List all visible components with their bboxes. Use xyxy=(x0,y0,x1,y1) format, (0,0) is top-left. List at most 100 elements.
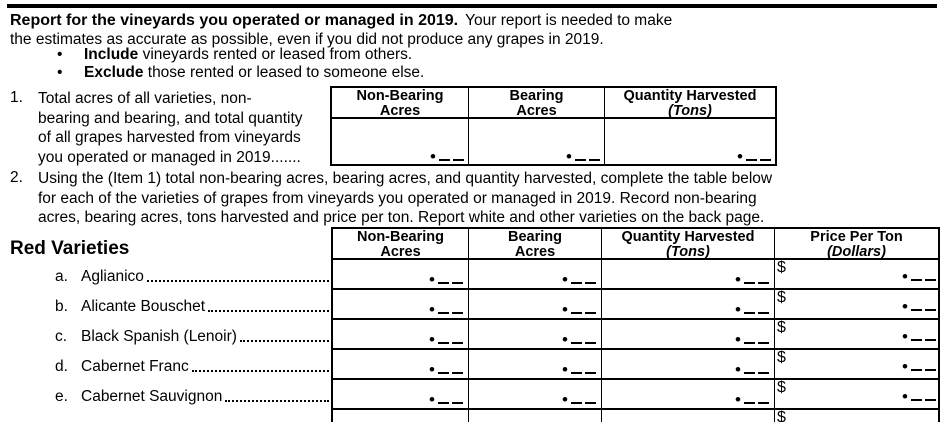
cabernet-franc-quantity-input[interactable]: • xyxy=(602,350,775,378)
cabernet-sauvignon-nonbearing-input[interactable]: • xyxy=(333,380,469,408)
item1-header-bearing-acres: Bearing Acres xyxy=(469,88,605,119)
variety-label-aglianico: a. Aglianico xyxy=(55,258,330,288)
dollar-sign: $ xyxy=(777,409,786,422)
dotted-leader xyxy=(208,310,329,312)
bullet-icon: • xyxy=(57,46,63,63)
dotted-leader xyxy=(239,340,329,342)
item1-table-header-row: Non-Bearing Acres Bearing Acres Quantity H… xyxy=(332,88,775,119)
item1-table-data-row: • • • xyxy=(332,119,775,166)
row-f-price-input[interactable]: $ • xyxy=(775,409,938,422)
alicante-bouschet-quantity-input[interactable]: • xyxy=(602,290,775,318)
red-header-bearing-acres: Bearing Acres xyxy=(469,229,602,260)
aglianico-nonbearing-input[interactable]: • xyxy=(333,260,469,288)
red-header-nonbearing-acres: Non-Bearing Acres xyxy=(333,229,469,260)
intro-lead-rest: Your report is needed to make xyxy=(465,12,673,29)
item1-question-text: Total acres of all varieties, non- beari… xyxy=(38,90,303,166)
decimal-point-marker: • xyxy=(735,331,769,348)
row-cabernet-sauvignon: • • • $ • xyxy=(333,379,938,410)
decimal-point-marker: • xyxy=(735,361,769,378)
cabernet-sauvignon-price-input[interactable]: $ • xyxy=(775,379,938,408)
cabernet-franc-nonbearing-input[interactable]: • xyxy=(333,350,469,378)
dotted-leader xyxy=(191,370,329,372)
decimal-point-marker: • xyxy=(429,271,463,288)
item1-nonbearing-acres-input[interactable]: • xyxy=(332,119,469,166)
decimal-point-marker: • xyxy=(735,391,769,408)
dotted-leader xyxy=(225,400,329,402)
black-spanish-quantity-input[interactable]: • xyxy=(602,320,775,348)
cabernet-sauvignon-bearing-input[interactable]: • xyxy=(469,380,602,408)
intro-bullet-list: • Include vineyards rented or leased fro… xyxy=(57,46,424,81)
intro-line-1: Report for the vineyards you operated or… xyxy=(10,11,672,30)
decimal-point-marker: • xyxy=(429,391,463,408)
dollar-sign: $ xyxy=(777,289,786,306)
row-cabernet-franc: • • • $ • xyxy=(333,349,938,380)
row-f-nonbearing-input[interactable]: • xyxy=(333,410,469,422)
decimal-point-marker: • xyxy=(429,361,463,378)
intro-line-2: the estimates as accurate as possible, e… xyxy=(10,31,604,48)
decimal-point-marker: • xyxy=(562,301,596,318)
alicante-bouschet-nonbearing-input[interactable]: • xyxy=(333,290,469,318)
item1-quantity-harvested-input[interactable]: • xyxy=(605,119,775,166)
decimal-point-marker: • xyxy=(735,271,769,288)
top-rule xyxy=(7,4,937,8)
item1-header-nonbearing-acres: Non-Bearing Acres xyxy=(332,88,469,119)
intro-heading: Report for the vineyards you operated or… xyxy=(10,11,672,49)
decimal-point-marker: • xyxy=(429,331,463,348)
decimal-point-marker: • xyxy=(566,148,600,165)
variety-label-row-f: f. Carignane xyxy=(55,414,330,422)
variety-label-cabernet-sauvignon: e. Cabernet Sauvignon xyxy=(55,378,330,408)
decimal-point-marker: • xyxy=(562,271,596,288)
exclude-bullet-item: • Exclude those rented or leased to some… xyxy=(57,64,424,82)
aglianico-quantity-input[interactable]: • xyxy=(602,260,775,288)
black-spanish-bearing-input[interactable]: • xyxy=(469,320,602,348)
red-varieties-table: Non-Bearing Acres Bearing Acres Quantity H… xyxy=(331,227,940,422)
variety-label-cabernet-franc: d. Cabernet Franc xyxy=(55,348,330,378)
row-f-quantity-input[interactable]: • xyxy=(602,410,775,422)
decimal-point-marker: • xyxy=(902,358,936,375)
cabernet-franc-bearing-input[interactable]: • xyxy=(469,350,602,378)
row-f-partial: • • • $ • xyxy=(333,409,938,422)
row-f-bearing-input[interactable]: • xyxy=(469,410,602,422)
black-spanish-nonbearing-input[interactable]: • xyxy=(333,320,469,348)
item2-number: 2. xyxy=(10,169,23,186)
decimal-point-marker: • xyxy=(902,268,936,285)
decimal-point-marker: • xyxy=(430,148,464,165)
dollar-sign: $ xyxy=(777,259,786,276)
row-black-spanish: • • • $ • xyxy=(333,319,938,350)
dollar-sign: $ xyxy=(777,349,786,366)
black-spanish-price-input[interactable]: $ • xyxy=(775,319,938,348)
dollar-sign: $ xyxy=(777,379,786,396)
decimal-point-marker: • xyxy=(735,301,769,318)
dollar-sign: $ xyxy=(777,319,786,336)
include-bullet-item: • Include vineyards rented or leased fro… xyxy=(57,46,424,64)
variety-label-alicante-bouschet: b. Alicante Bouschet xyxy=(55,288,330,318)
include-bullet-text: Include vineyards rented or leased from … xyxy=(84,46,413,63)
cabernet-franc-price-input[interactable]: $ • xyxy=(775,349,938,378)
row-alicante-bouschet: • • • $ • xyxy=(333,289,938,320)
red-header-quantity-harvested: Quantity Harvested (Tons) xyxy=(602,229,775,260)
aglianico-bearing-input[interactable]: • xyxy=(469,260,602,288)
item1-number: 1. xyxy=(10,89,23,106)
decimal-point-marker: • xyxy=(562,391,596,408)
row-aglianico: • • • $ • xyxy=(333,259,938,290)
cabernet-sauvignon-quantity-input[interactable]: • xyxy=(602,380,775,408)
decimal-point-marker: • xyxy=(902,328,936,345)
decimal-point-marker: • xyxy=(902,298,936,315)
red-header-price-per-ton: Price Per Ton (Dollars) xyxy=(810,229,903,260)
variety-label-black-spanish: c. Black Spanish (Lenoir) xyxy=(55,318,330,348)
item1-bearing-acres-input[interactable]: • xyxy=(469,119,605,166)
bullet-icon: • xyxy=(57,63,63,81)
decimal-point-marker: • xyxy=(429,301,463,318)
dotted-leader xyxy=(146,280,329,282)
item1-header-quantity-harvested: Quantity Harvested (Tons) xyxy=(623,88,757,119)
alicante-bouschet-price-input[interactable]: $ • xyxy=(775,289,938,318)
decimal-point-marker: • xyxy=(902,388,936,405)
item2-instruction-text: Using the (Item 1) total non-bearing acr… xyxy=(38,170,773,226)
decimal-point-marker: • xyxy=(562,331,596,348)
decimal-point-marker: • xyxy=(562,361,596,378)
red-table-header-row: Non-Bearing Acres Bearing Acres Quantity H… xyxy=(333,229,938,260)
item1-totals-table: Non-Bearing Acres Bearing Acres Quantity H… xyxy=(330,86,777,166)
aglianico-price-input[interactable]: $ • xyxy=(775,259,938,288)
alicante-bouschet-bearing-input[interactable]: • xyxy=(469,290,602,318)
